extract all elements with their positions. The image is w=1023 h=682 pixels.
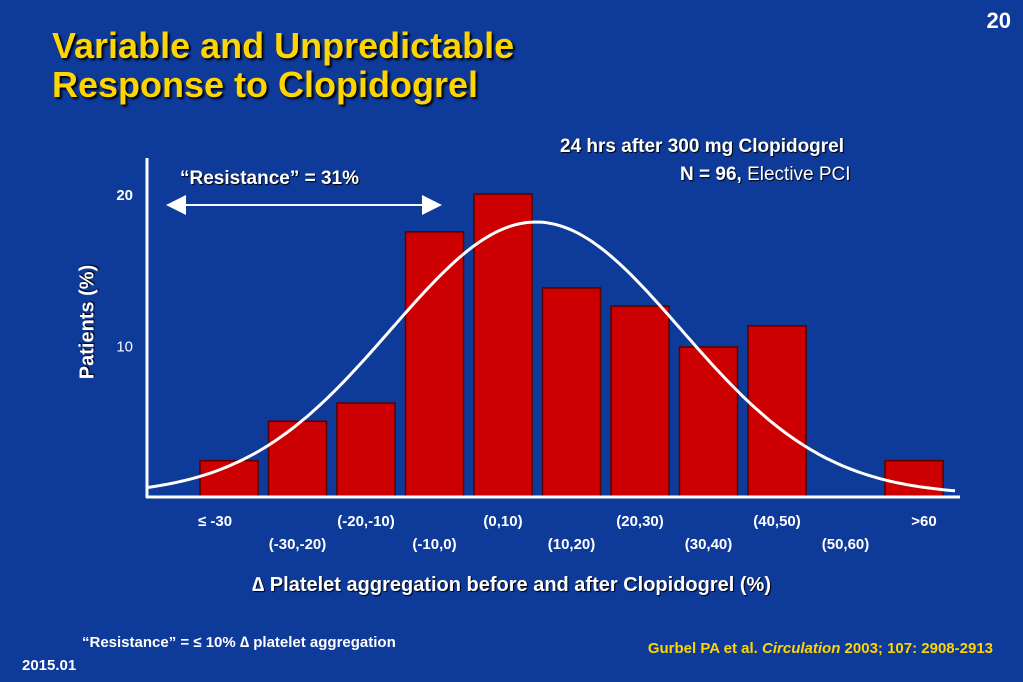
x-tick-10: >60 xyxy=(911,513,936,530)
bar-6 xyxy=(610,305,670,498)
resistance-footnote: “Resistance” = ≤ 10% ∆ platelet aggregat… xyxy=(82,634,396,651)
x-tick-5: (10,20) xyxy=(548,536,596,553)
bar-1 xyxy=(267,420,328,498)
citation-details: 2003; 107: 2908-2913 xyxy=(840,640,993,657)
bar-2 xyxy=(336,402,396,498)
x-tick-9: (50,60) xyxy=(822,536,870,553)
slide-number: 20 xyxy=(986,8,1011,33)
bar-8 xyxy=(747,325,807,498)
y-axis-label: Patients (%) xyxy=(76,264,99,380)
citation-authors: Gurbel PA et al. xyxy=(647,640,763,657)
x-tick-1: (-30,-20) xyxy=(269,536,327,553)
title-line-2: Response to Clopidogrel xyxy=(52,64,479,105)
y-tick-20: 20 xyxy=(116,187,133,204)
study-info: 24 hrs after 300 mg Clopidogrel N = 96, … xyxy=(560,136,851,186)
study-info-line-1: 24 hrs after 300 mg Clopidogrel xyxy=(560,136,845,157)
x-tick-4: (0,10) xyxy=(483,513,522,530)
x-tick-7: (30,40) xyxy=(685,536,733,553)
study-info-line-2: N = 96, Elective PCI xyxy=(560,164,851,186)
procedure-label: Elective PCI xyxy=(741,164,851,185)
x-tick-8: (40,50) xyxy=(753,513,801,530)
x-tick-6: (20,30) xyxy=(616,513,664,530)
date-label: 2015.01 xyxy=(22,657,77,674)
resistance-annotation: “Resistance” = 31% xyxy=(180,168,360,189)
normal-fit-curve xyxy=(146,220,956,493)
x-tick-2: (-20,-10) xyxy=(337,513,395,530)
bar-7 xyxy=(678,346,739,498)
y-tick-labels: 10 20 xyxy=(116,187,133,356)
slide-title: Variable and Unpredictable Response to C… xyxy=(52,26,514,104)
citation: Gurbel PA et al. Circulation 2003; 107: … xyxy=(648,640,993,657)
y-tick-10: 10 xyxy=(116,339,133,356)
x-tick-3: (-10,0) xyxy=(412,536,456,553)
x-axis-label: ∆ Platelet aggregation before and after … xyxy=(252,574,771,596)
bar-3 xyxy=(404,231,465,498)
sample-size: N = 96, xyxy=(680,164,742,185)
citation-journal: Circulation xyxy=(762,640,841,657)
bar-10 xyxy=(884,459,944,498)
x-tick-labels: ≤ -30 (-30,-20) (-20,-10) (-10,0) (0,10) (10,… xyxy=(198,513,937,553)
x-tick-0: ≤ -30 xyxy=(198,513,232,530)
bars-group xyxy=(199,193,944,498)
bar-5 xyxy=(541,287,602,498)
title-line-1: Variable and Unpredictable xyxy=(52,25,515,66)
